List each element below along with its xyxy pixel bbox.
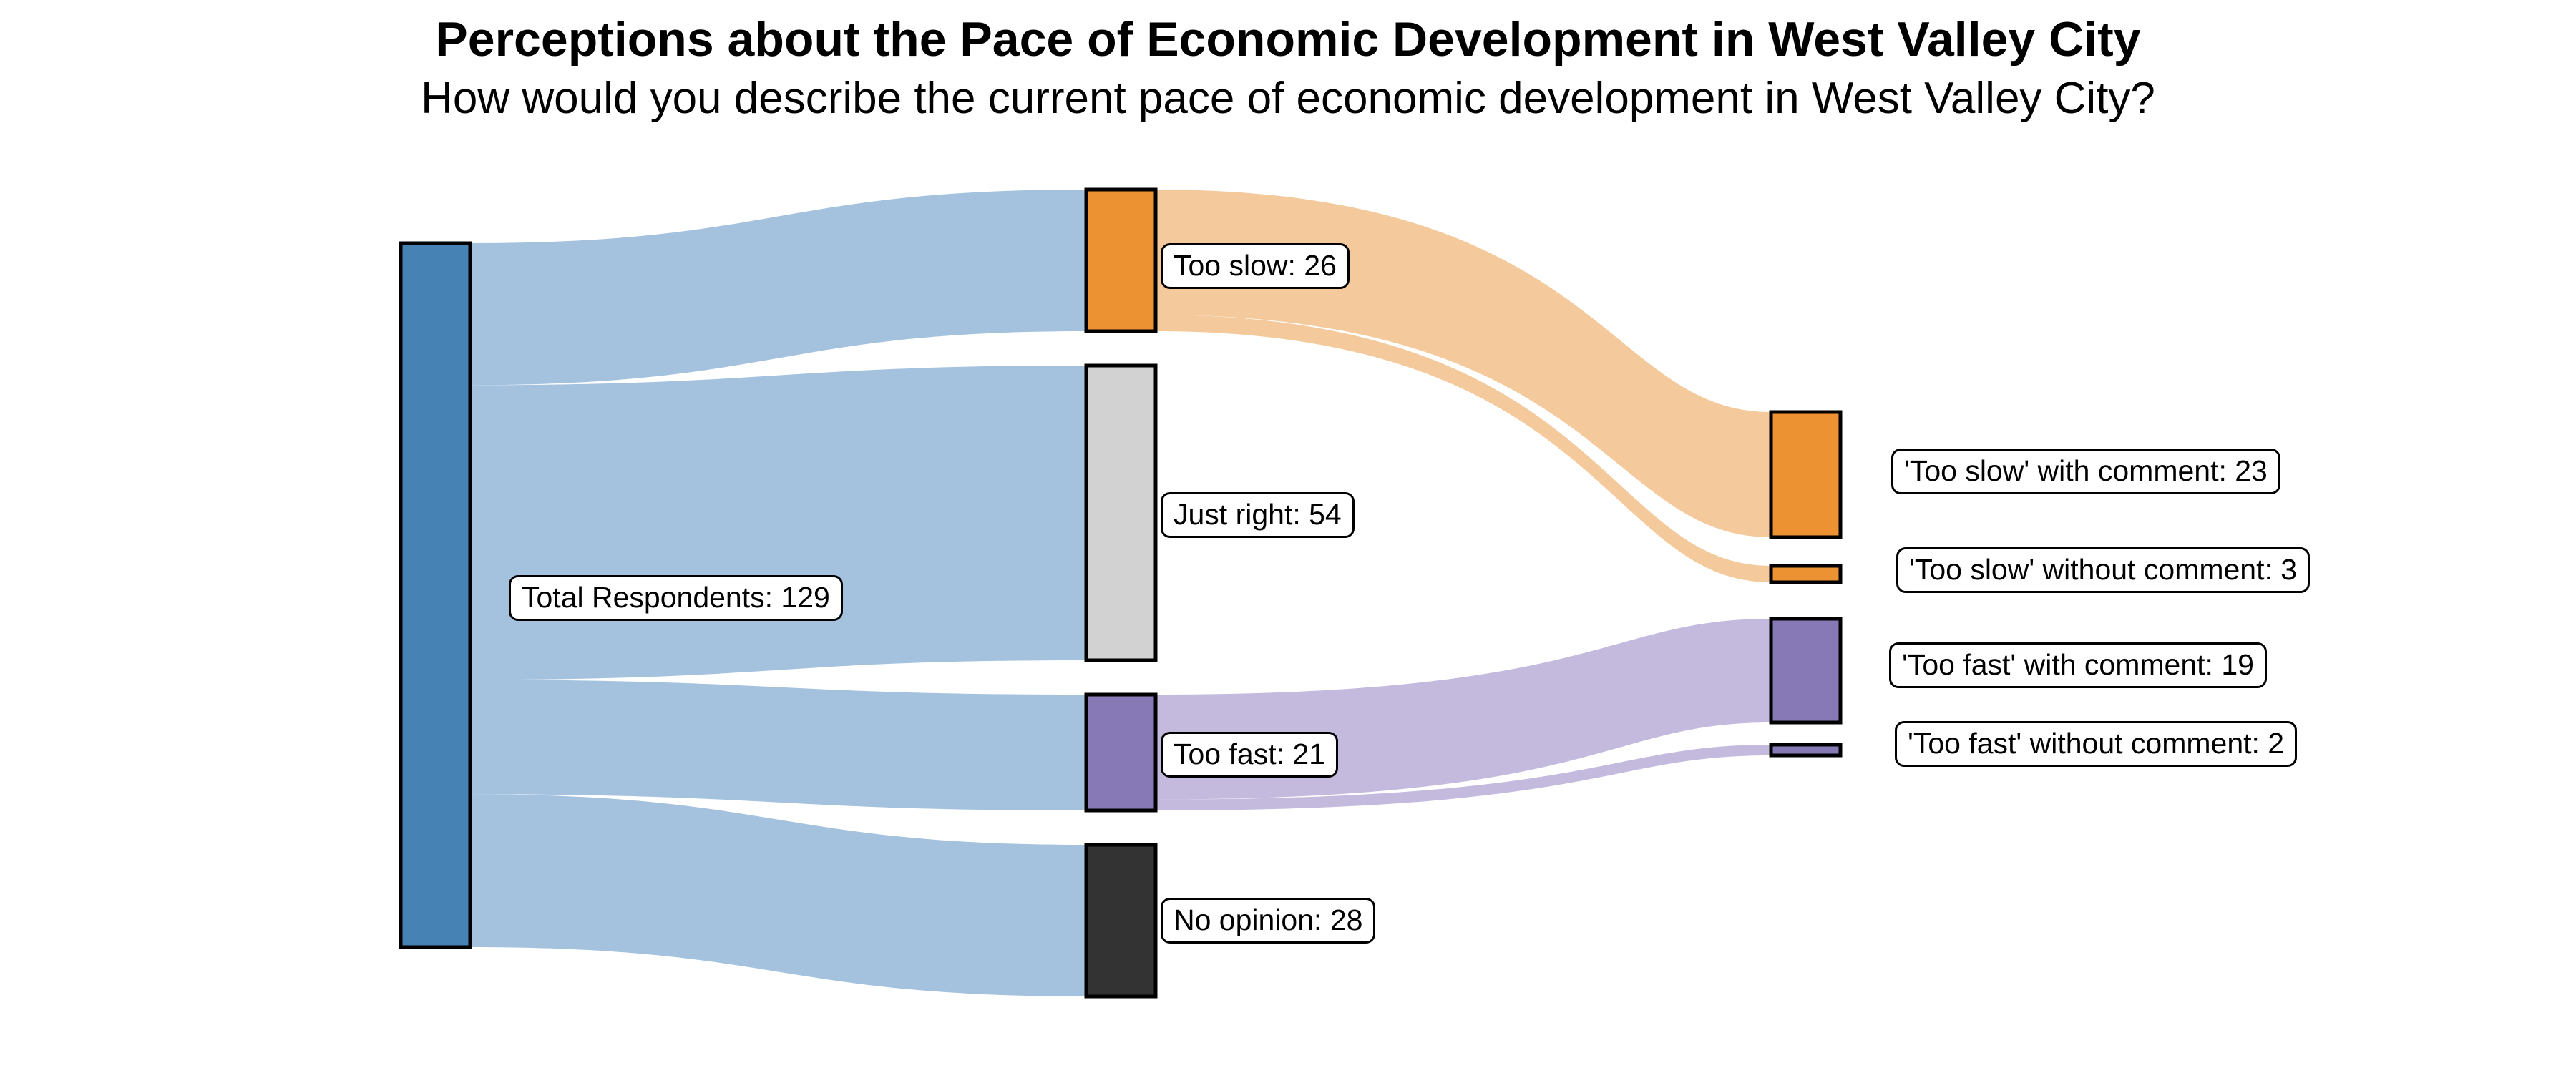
node-fast_without bbox=[1769, 743, 1843, 758]
node-no_opinion bbox=[1084, 843, 1158, 999]
node-just_right bbox=[1084, 363, 1158, 662]
node-fast_with bbox=[1769, 617, 1843, 725]
flow-total-to-too_fast bbox=[470, 680, 1086, 810]
node-label-too-slow-without-comment: 'Too slow' without comment: 3 bbox=[1896, 547, 2311, 594]
flow-total-to-just_right bbox=[470, 366, 1086, 680]
flow-total-to-no_opinion bbox=[470, 794, 1086, 996]
node-slow_with bbox=[1769, 410, 1843, 539]
node-label-total-respondents: Total Respondents: 129 bbox=[509, 574, 843, 622]
node-label-too-fast-without-comment: 'Too fast' without comment: 2 bbox=[1895, 720, 2298, 768]
node-label-too-fast-with-comment: 'Too fast' with comment: 19 bbox=[1889, 642, 2267, 689]
node-label-too-fast: Too fast: 21 bbox=[1161, 731, 1338, 778]
node-label-no-opinion: No opinion: 28 bbox=[1161, 897, 1376, 944]
flow-total-to-too_slow bbox=[470, 190, 1086, 386]
chart-subtitle: How would you describe the current pace … bbox=[421, 74, 2155, 123]
node-too_slow bbox=[1084, 187, 1158, 333]
node-label-just-right: Just right: 54 bbox=[1161, 491, 1355, 539]
flow-too_slow-to-slow_with bbox=[1156, 190, 1771, 537]
node-label-too-slow-with-comment: 'Too slow' with comment: 23 bbox=[1891, 448, 2280, 495]
flow-too_fast-to-fast_without bbox=[1156, 745, 1771, 810]
chart-title: Perceptions about the Pace of Economic D… bbox=[435, 12, 2141, 67]
node-total bbox=[399, 241, 472, 949]
node-slow_without bbox=[1769, 564, 1843, 584]
node-label-too-slow: Too slow: 26 bbox=[1161, 242, 1350, 290]
flow-too_slow-to-slow_without bbox=[1156, 315, 1771, 582]
node-too_fast bbox=[1084, 692, 1158, 813]
